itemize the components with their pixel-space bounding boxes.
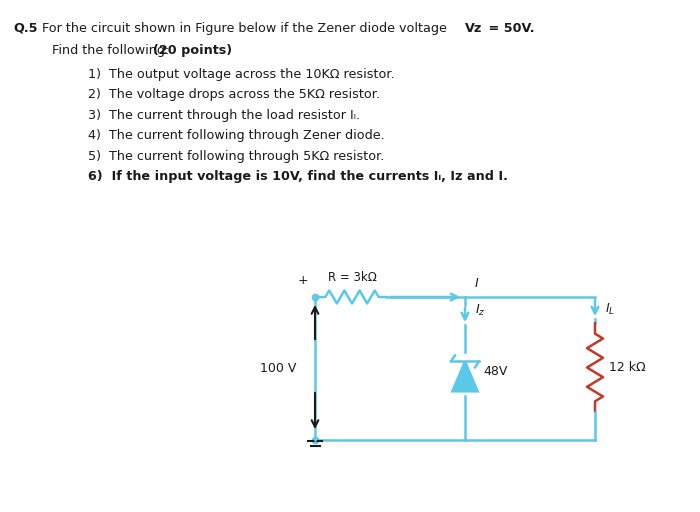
Text: 1)  The output voltage across the 10KΩ resistor.: 1) The output voltage across the 10KΩ re…: [88, 68, 395, 81]
Text: 4)  The current following through Zener diode.: 4) The current following through Zener d…: [88, 130, 385, 142]
Text: 100 V: 100 V: [260, 362, 296, 375]
Text: 5)  The current following through 5KΩ resistor.: 5) The current following through 5KΩ res…: [88, 150, 384, 163]
Text: Q.5: Q.5: [13, 22, 38, 35]
Text: = 50V.: = 50V.: [484, 22, 535, 35]
Text: $I_z$: $I_z$: [475, 303, 485, 318]
Text: For the circuit shown in Figure below if the Zener diode voltage: For the circuit shown in Figure below if…: [38, 22, 451, 35]
Text: 6)  If the input voltage is 10V, find the currents Iₗ, Iz and I.: 6) If the input voltage is 10V, find the…: [88, 170, 508, 183]
Text: +: +: [298, 274, 308, 287]
Text: 12 kΩ: 12 kΩ: [609, 361, 645, 374]
Text: (20 points): (20 points): [153, 44, 232, 57]
Polygon shape: [452, 361, 477, 391]
Text: Vz: Vz: [465, 22, 482, 35]
Text: 3)  The current through the load resistor Iₗ.: 3) The current through the load resistor…: [88, 109, 360, 122]
Text: $I_L$: $I_L$: [605, 302, 615, 317]
Text: 2)  The voltage drops across the 5KΩ resistor.: 2) The voltage drops across the 5KΩ resi…: [88, 89, 380, 101]
Text: I: I: [475, 277, 479, 290]
Text: R = 3kΩ: R = 3kΩ: [328, 271, 377, 284]
Text: 48V: 48V: [483, 365, 507, 378]
Text: Find the following:: Find the following:: [52, 44, 174, 57]
